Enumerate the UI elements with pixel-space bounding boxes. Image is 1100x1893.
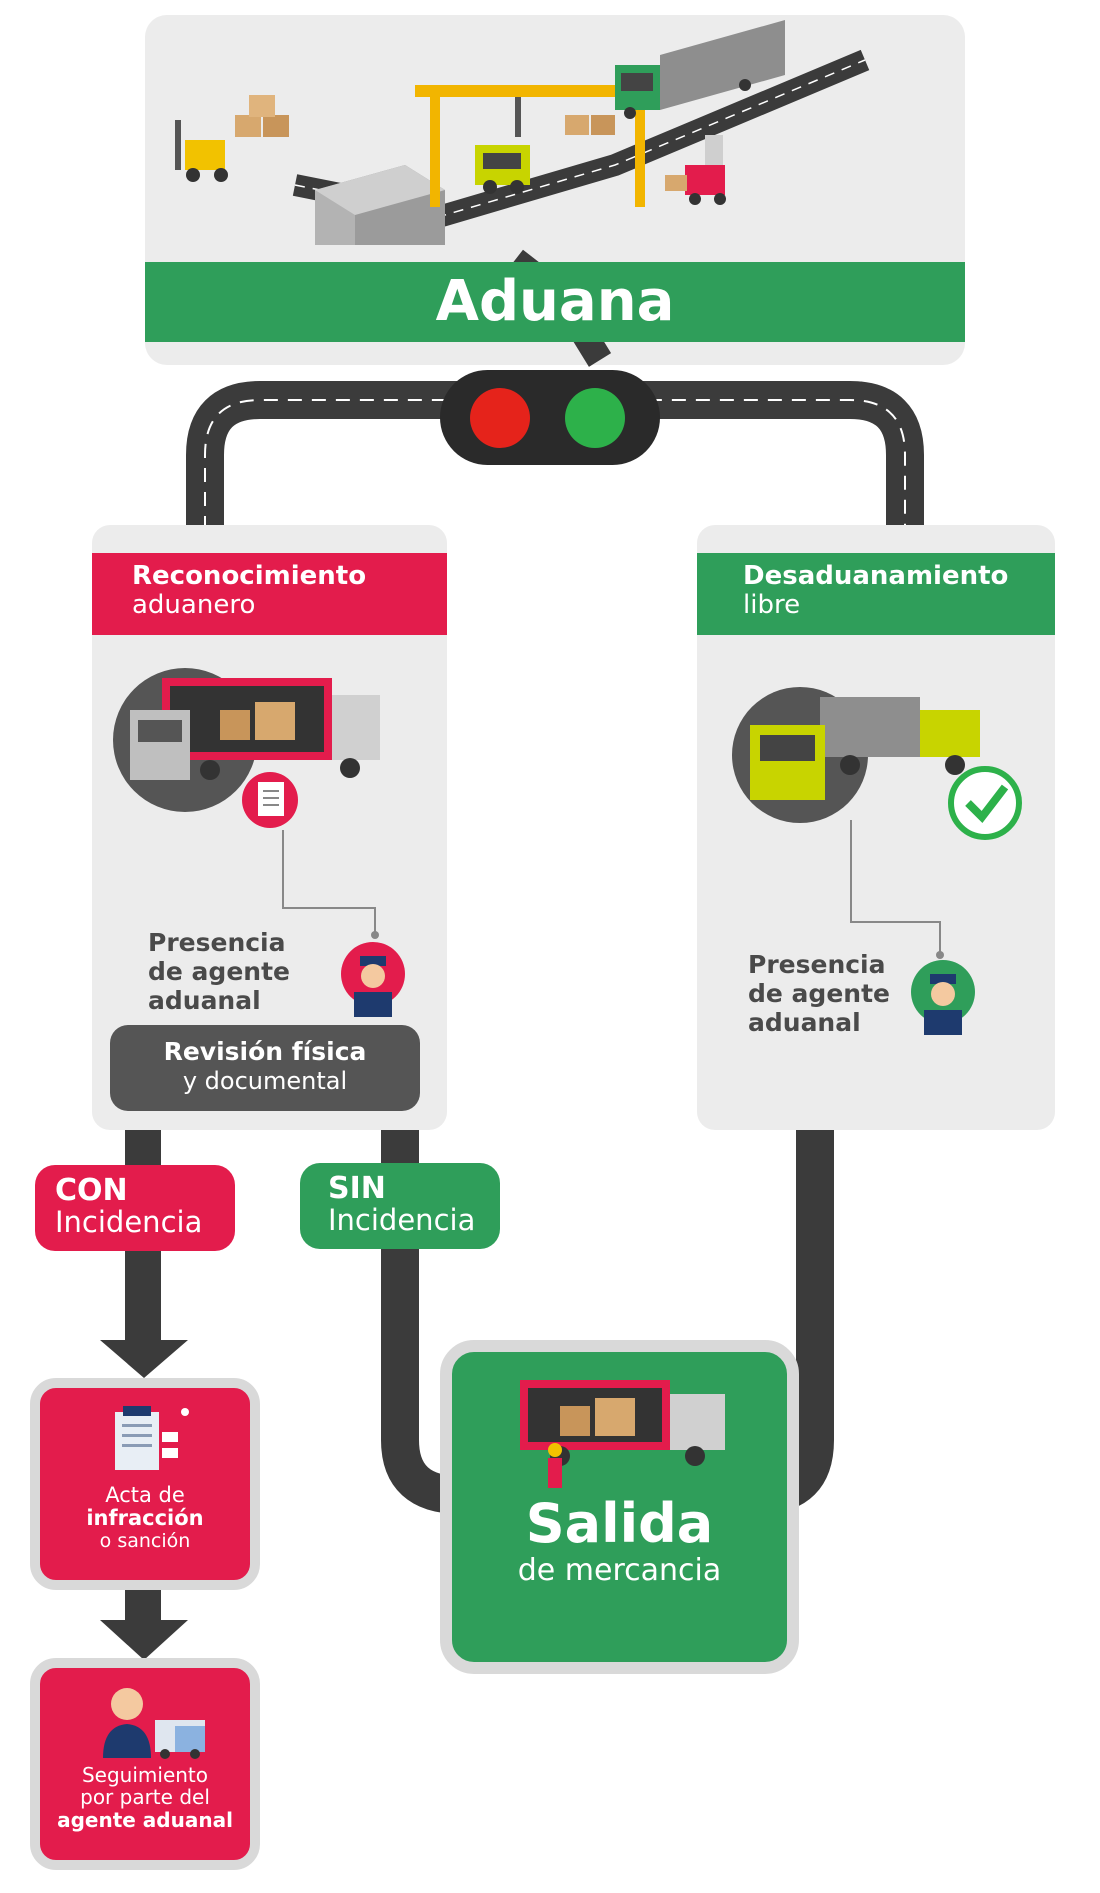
con-incidence-pill: CON Incidencia	[35, 1165, 235, 1251]
clearance-subtitle: libre	[743, 590, 801, 620]
physical-review-box: Revisión física y documental	[110, 1025, 420, 1111]
clearance-agent-label: Presencia de agente aduanal	[748, 950, 890, 1037]
follow-up-box: Seguimiento por parte del agente aduanal	[30, 1658, 260, 1870]
truck-icon	[615, 20, 785, 119]
exit-subtitle: de mercancia	[517, 1553, 722, 1588]
recognition-agent-label: Presencia de agente aduanal	[148, 928, 290, 1015]
worker-icon	[547, 1443, 562, 1488]
customs-agent-icon	[338, 942, 408, 1017]
clear-truck-illustration	[730, 685, 1030, 845]
customs-agent-icon	[908, 960, 978, 1035]
header-illustration	[145, 15, 965, 260]
infraction-box: Acta de infracción o sanción	[30, 1378, 260, 1590]
physical-review-title: Revisión física	[163, 1037, 367, 1066]
exit-title: Salida	[525, 1492, 714, 1555]
traffic-light	[440, 370, 660, 465]
infraction-line3: o sanción	[99, 1530, 191, 1552]
document-icon	[115, 1406, 189, 1470]
connector-line-left	[282, 830, 379, 939]
recognition-banner: Reconocimiento aduanero	[92, 553, 447, 635]
recognition-subtitle: aduanero	[132, 590, 256, 620]
traffic-light-red	[470, 388, 530, 448]
truck-icon	[475, 145, 530, 194]
follow-up-line1: Seguimiento	[81, 1763, 209, 1787]
page-title: Aduana	[435, 269, 675, 334]
person-icon	[103, 1688, 205, 1759]
clearance-title: Desaduanamiento	[743, 561, 1009, 591]
recognition-title: Reconocimiento	[132, 561, 367, 591]
clipboard-icon	[242, 772, 298, 828]
forklift-icon	[175, 120, 228, 182]
sin-incidence-pill: SIN Incidencia	[300, 1163, 500, 1249]
checkmark-icon	[948, 766, 1022, 840]
gantry-crane-icon	[415, 85, 655, 207]
connector-line-right	[850, 820, 944, 959]
header-banner	[145, 262, 965, 342]
inspection-truck-illustration	[110, 660, 410, 840]
exit-box: Salida de mercancia	[440, 1340, 799, 1674]
truck-icon	[519, 1380, 725, 1488]
infraction-line2: infracción	[86, 1506, 204, 1530]
warehouse-icon	[315, 165, 445, 245]
follow-up-line2: por parte del	[80, 1785, 210, 1809]
clearance-banner: Desaduanamiento libre	[697, 553, 1055, 635]
forklift-icon	[665, 135, 726, 205]
follow-up-line3: agente aduanal	[57, 1808, 233, 1832]
traffic-light-green	[565, 388, 625, 448]
infraction-line1: Acta de	[105, 1483, 185, 1507]
physical-review-subtitle: y documental	[182, 1067, 348, 1095]
